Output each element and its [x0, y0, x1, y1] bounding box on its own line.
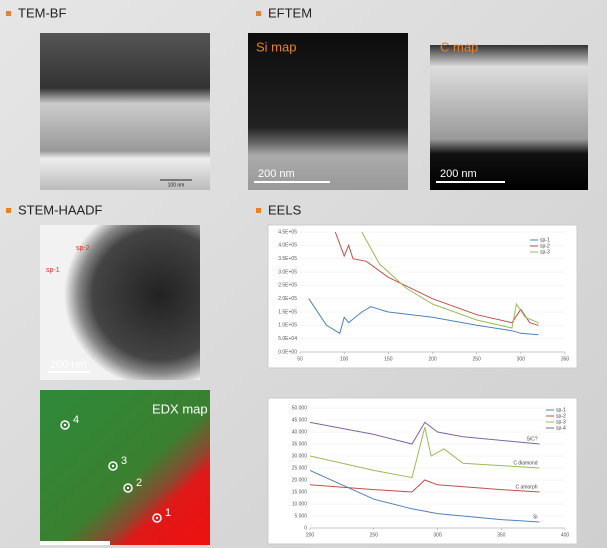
- scale-label: 200 nm: [258, 168, 295, 180]
- y-tick-label: 5.0E+04: [278, 336, 297, 342]
- stem-image: sp-2 sp-1 200 nm: [40, 225, 200, 380]
- scale-label: 100 nm: [168, 182, 185, 188]
- image-label: C map: [440, 39, 478, 54]
- y-tick-label: 3.0E+05: [278, 269, 297, 275]
- spot-label: sp-2: [76, 245, 90, 252]
- x-tick-label: 200: [428, 356, 437, 362]
- bullet: [6, 11, 11, 16]
- heading: STEM-HAADF: [18, 202, 103, 217]
- y-tick-label: 5 000: [294, 513, 307, 519]
- edx-point-label: 4: [73, 414, 79, 426]
- micrograph: [40, 225, 200, 380]
- x-tick-label: 250: [472, 356, 481, 362]
- x-tick-label: 300: [433, 532, 442, 538]
- scale-bar: [40, 541, 110, 545]
- x-tick-label: 250: [370, 532, 379, 538]
- legend-label: sp-4: [556, 425, 566, 431]
- x-tick-label: 100: [340, 356, 349, 362]
- spot-label: sp-1: [46, 267, 60, 274]
- edx-point-center: [112, 465, 114, 467]
- slide: TEM-BF EFTEM STEM-HAADF EELS 100 nm Si m…: [0, 0, 607, 548]
- x-tick-label: 150: [384, 356, 393, 362]
- edx-point-center: [64, 424, 66, 426]
- x-tick-label: 400: [561, 532, 570, 538]
- y-tick-label: 2.5E+05: [278, 283, 297, 289]
- heading: EFTEM: [268, 5, 312, 20]
- bullet: [256, 11, 261, 16]
- image-label: Si map: [256, 39, 296, 54]
- series-annotation: Si: [533, 514, 537, 520]
- scale-label: 200 nm: [50, 359, 87, 371]
- y-tick-label: 50 000: [292, 405, 308, 411]
- image-label: EDX map: [152, 401, 208, 416]
- x-tick-label: 50: [297, 356, 303, 362]
- x-tick-label: 350: [497, 532, 506, 538]
- edx-point-label: 3: [121, 455, 127, 467]
- bullet: [256, 208, 261, 213]
- edx-point-label: 2: [136, 477, 142, 489]
- edx-image: EDX map: [40, 390, 210, 545]
- si-map-image: Si map 200 nm: [248, 33, 408, 190]
- y-tick-label: 1.5E+05: [278, 309, 297, 315]
- edx-point-center: [156, 517, 158, 519]
- y-tick-label: 20 000: [292, 477, 308, 483]
- y-tick-label: 2.0E+05: [278, 296, 297, 302]
- micrograph: [248, 33, 408, 190]
- series-annotation: C diamond: [513, 460, 537, 466]
- y-tick-label: 0.0E+00: [278, 349, 297, 355]
- y-tick-label: 15 000: [292, 489, 308, 495]
- scale-label: 200 nm: [440, 168, 477, 180]
- y-tick-label: 0: [304, 525, 307, 531]
- y-tick-label: 1.0E+05: [278, 323, 297, 329]
- y-tick-label: 25 000: [292, 465, 308, 471]
- edx-point-label: 1: [165, 507, 171, 519]
- y-tick-label: 10 000: [292, 501, 308, 507]
- y-tick-label: 45 000: [292, 417, 308, 423]
- x-tick-label: 350: [561, 356, 570, 362]
- y-tick-label: 4.0E+05: [278, 243, 297, 249]
- y-tick-label: 4.5E+05: [278, 229, 297, 235]
- tem-image: 100 nm: [40, 33, 210, 190]
- heading: EELS: [268, 202, 302, 217]
- c-map-image: C map 200 nm: [430, 39, 588, 190]
- series-annotation: SiC?: [527, 436, 538, 442]
- y-tick-label: 40 000: [292, 429, 308, 435]
- x-tick-label: 200: [306, 532, 315, 538]
- y-tick-label: 35 000: [292, 441, 308, 447]
- legend-label: sp-3: [540, 249, 550, 255]
- bullet: [6, 208, 11, 213]
- edx-point-center: [127, 487, 129, 489]
- y-tick-label: 3.5E+05: [278, 256, 297, 262]
- series-annotation: C amorph: [516, 484, 538, 490]
- x-tick-label: 300: [517, 356, 526, 362]
- micrograph: [40, 33, 210, 190]
- y-tick-label: 30 000: [292, 453, 308, 459]
- heading: TEM-BF: [18, 5, 66, 20]
